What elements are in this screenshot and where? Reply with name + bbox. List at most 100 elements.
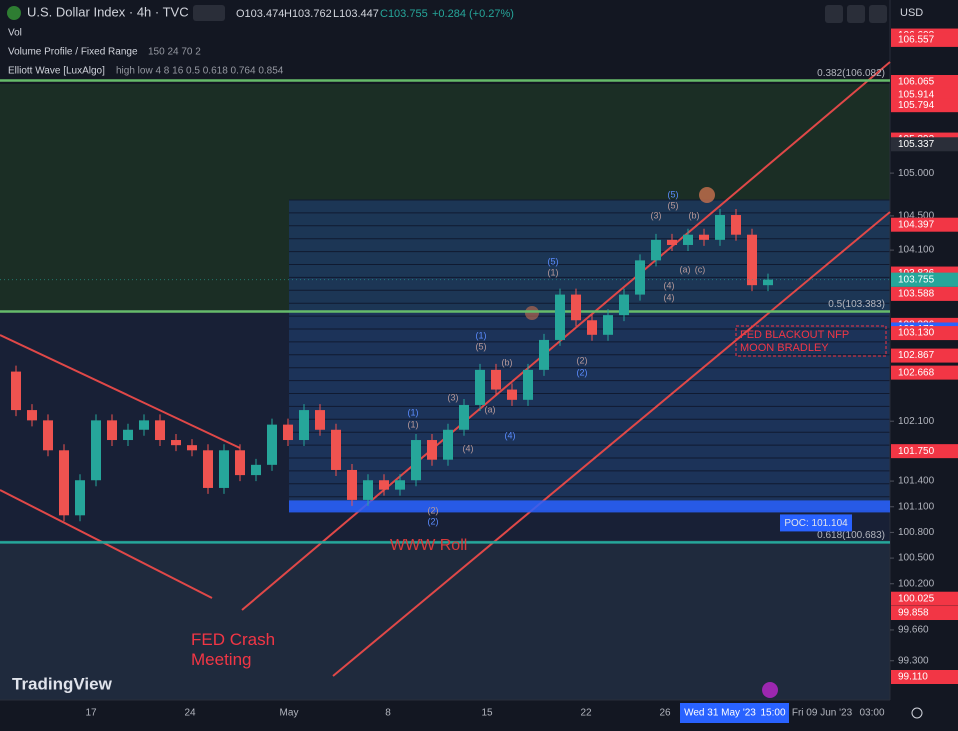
annotation: FED BLACKOUT NFP MOON BRADLEY [740, 329, 849, 354]
price-label: 102.100 [898, 416, 935, 427]
indicator-name: Volume Profile / Fixed Range [8, 47, 138, 58]
ohlc-close: C103.755 [380, 8, 428, 20]
wave-label: (3) [448, 392, 459, 402]
candle [667, 239, 677, 245]
price-label: 106.557 [898, 35, 935, 46]
time-highlight [680, 703, 759, 723]
price-label: 100.025 [898, 593, 935, 604]
brand: TradingView [12, 674, 113, 693]
volume-profile-rows [289, 199, 890, 498]
price-label: 105.337 [898, 139, 935, 150]
candle [555, 294, 565, 340]
button[interactable] [847, 5, 865, 23]
candle [651, 239, 661, 261]
candle [251, 464, 261, 476]
poc-line [289, 500, 890, 513]
wave-label: (1) [476, 330, 487, 340]
candle [731, 215, 741, 235]
indicator-name: Elliott Wave [LuxAlgo] [8, 66, 105, 77]
candle [43, 420, 53, 451]
candle [619, 294, 629, 316]
time-label: 17 [85, 708, 97, 719]
candle [587, 320, 597, 335]
wave-label: (2) [577, 367, 588, 377]
candle [283, 424, 293, 441]
wave-label: (c) [695, 264, 706, 274]
currency[interactable]: USD [900, 7, 923, 19]
trend-line [241, 61, 891, 611]
marker [525, 306, 539, 320]
candle [139, 420, 149, 430]
price-label: 99.858 [898, 608, 929, 619]
candle [91, 420, 101, 481]
price-badge [891, 217, 958, 232]
button[interactable] [869, 5, 887, 23]
time-label: May [280, 708, 299, 719]
ohlc-change: +0.284 (+0.27%) [432, 8, 514, 20]
candle [59, 450, 69, 516]
price-label: 103.130 [898, 328, 935, 339]
price-label: 101.750 [898, 446, 935, 457]
time-label: 22 [580, 708, 592, 719]
price-badge [891, 98, 958, 113]
wave-label: (5) [476, 341, 487, 351]
candle [475, 369, 485, 405]
candle [539, 339, 549, 370]
candle [715, 215, 725, 240]
time-label: 15 [481, 708, 493, 719]
candle [699, 234, 709, 240]
price-label: 106.065 [898, 77, 935, 88]
annotation: FED Crash Meeting [191, 630, 275, 669]
candle [155, 420, 165, 441]
symbol-icon [7, 6, 21, 20]
time-label: 15:00 [760, 708, 785, 719]
wave-label: (2) [428, 505, 439, 515]
wave-label: (5) [668, 189, 679, 199]
candle [603, 315, 613, 335]
candle [347, 469, 357, 500]
price-label: 101.400 [898, 476, 935, 487]
trend-line [0, 489, 213, 599]
price-label: 104.397 [898, 219, 935, 230]
wave-label: (b) [502, 357, 513, 367]
candle [507, 389, 517, 400]
wave-label: (a) [485, 404, 496, 414]
price-badge [891, 326, 958, 341]
price-badge [891, 137, 958, 152]
alert-icon[interactable] [762, 682, 778, 698]
candle [123, 429, 133, 441]
candle [235, 450, 245, 476]
time-label: 03:00 [859, 708, 884, 719]
price-label: 100.200 [898, 578, 935, 589]
wave-label: (4) [505, 430, 516, 440]
candle [27, 410, 37, 421]
price-label: 99.660 [898, 625, 929, 636]
settings-icon[interactable] [911, 707, 923, 719]
price-badge [891, 670, 958, 685]
candle [683, 234, 693, 245]
wave-label: (b) [689, 210, 700, 220]
candle [427, 440, 437, 460]
candle [459, 404, 469, 430]
ohlc-high: H103.762 [284, 8, 332, 20]
fib-label: 0.382(106.082) [817, 68, 885, 79]
button[interactable] [825, 5, 843, 23]
price-badge [891, 591, 958, 606]
candle [203, 450, 213, 488]
wave-label: (5) [548, 256, 559, 266]
price-label: 100.800 [898, 527, 935, 538]
fib-label: 0.618(100.683) [817, 530, 885, 541]
price-badge [891, 365, 958, 380]
indicator-params: 150 24 70 2 [148, 47, 201, 58]
time-label: 24 [184, 708, 196, 719]
symbol[interactable]: U.S. Dollar Index · 4h · TVC [27, 4, 189, 19]
price-badge [891, 75, 958, 89]
price-label: 102.867 [898, 350, 935, 361]
candle [267, 424, 277, 465]
poc-badge [780, 514, 852, 532]
price-label: 99.110 [898, 672, 928, 683]
candle [363, 480, 373, 500]
candle [187, 445, 197, 451]
time-axis-bg [0, 700, 958, 731]
